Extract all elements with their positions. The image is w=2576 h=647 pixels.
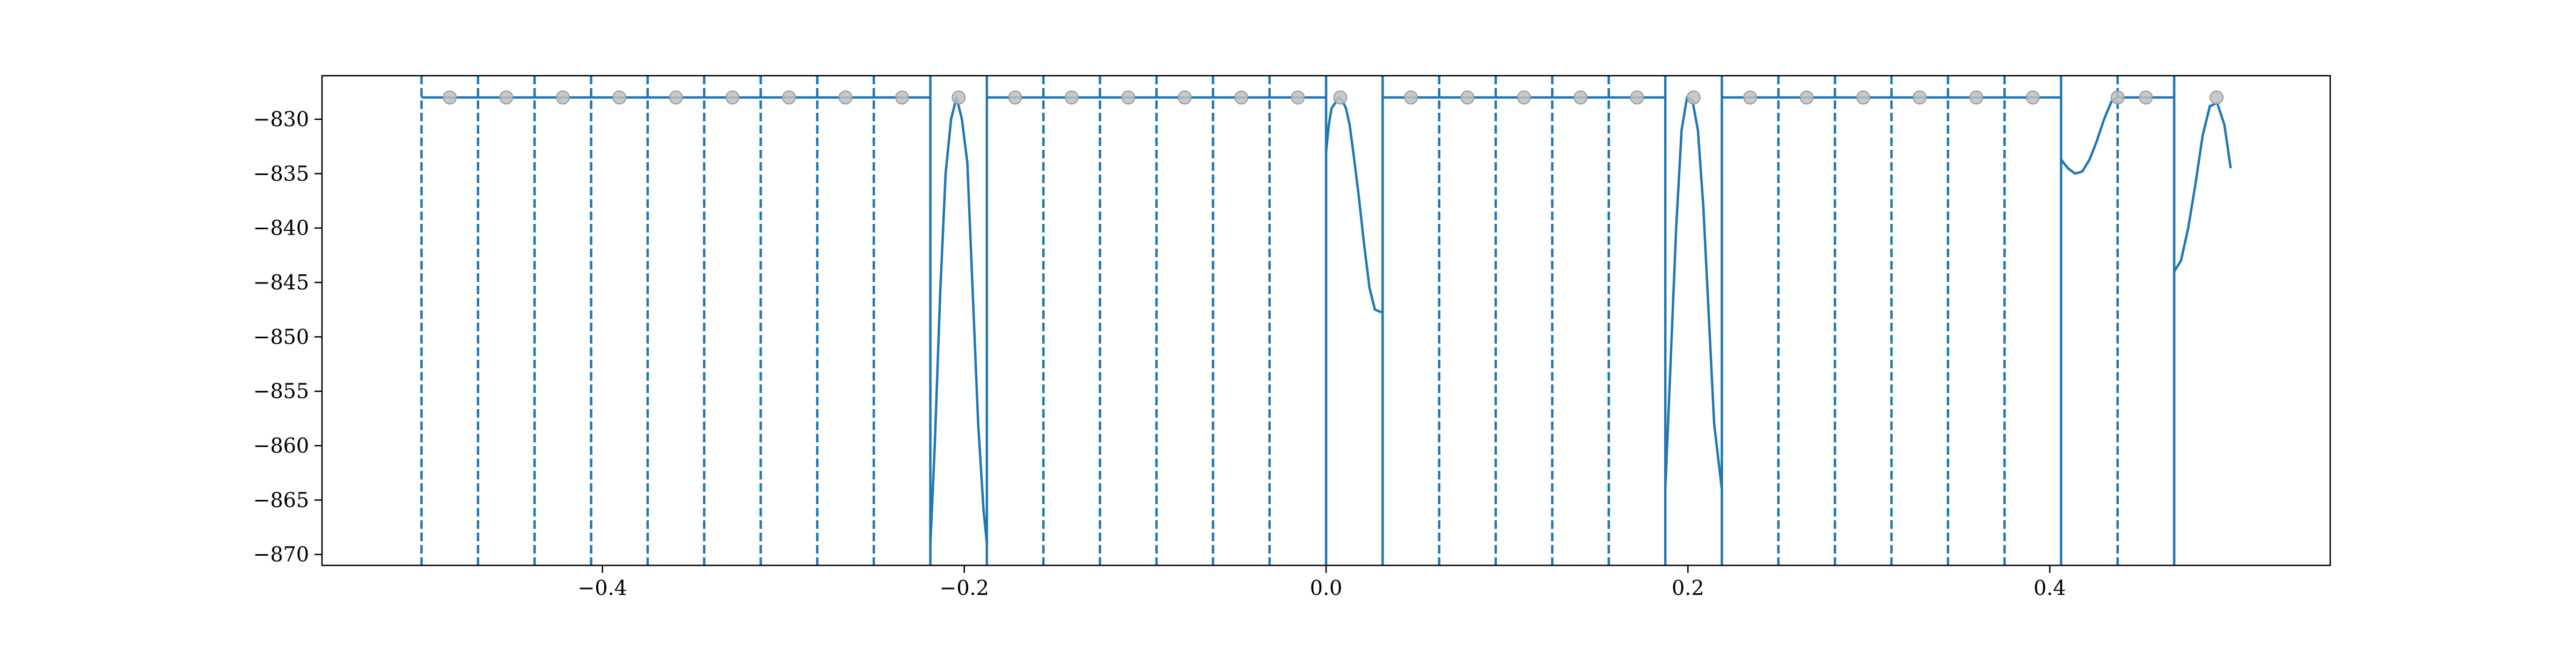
marker-point-16: [1333, 90, 1348, 105]
plot-content: [420, 76, 2232, 565]
marker-point-11: [1064, 90, 1079, 105]
marker-point-25: [1856, 90, 1870, 105]
x-tick-label-3: 0.2: [1672, 576, 1704, 600]
marker-point-1: [499, 90, 514, 105]
marker-point-8: [895, 90, 909, 105]
marker-point-18: [1460, 90, 1475, 105]
x-tick-label-2: 0.0: [1310, 576, 1342, 600]
plot-area: −0.4 −0.2 0.0 0.2 0.4 −830 −835 −840 −845 −850 −85…: [253, 75, 2331, 600]
y-tick-label-0: −830: [253, 107, 309, 131]
y-tick-label-5: −855: [253, 380, 309, 403]
marker-point-28: [2025, 90, 2040, 105]
marker-point-12: [1121, 90, 1136, 105]
marker-point-27: [1969, 90, 1984, 105]
marker-point-4: [669, 90, 683, 105]
marker-point-9: [952, 90, 966, 105]
x-tick-label-0: −0.4: [577, 576, 627, 600]
marker-point-3: [612, 90, 627, 105]
marker-point-2: [555, 90, 570, 105]
y-tick-label-1: −835: [253, 162, 309, 185]
x-tick-label-1: −0.2: [940, 576, 989, 600]
marker-point-10: [1008, 90, 1022, 105]
marker-point-5: [725, 90, 740, 105]
marker-point-7: [838, 90, 853, 105]
marker-point-31: [2209, 90, 2224, 105]
marker-point-14: [1234, 90, 1248, 105]
marker-point-24: [1799, 90, 1814, 105]
marker-point-15: [1291, 90, 1305, 105]
y-tick-label-3: −845: [253, 271, 309, 294]
series-line-3: [1324, 96, 1383, 314]
marker-point-21: [1630, 90, 1644, 105]
series-line-7: [2060, 96, 2119, 175]
marker-point-20: [1574, 90, 1588, 105]
marker-point-0: [443, 90, 457, 105]
marker-point-22: [1686, 90, 1701, 105]
marker-point-30: [2139, 90, 2153, 105]
marker-point-19: [1517, 90, 1531, 105]
y-tick-label-2: −840: [253, 216, 309, 240]
marker-point-17: [1404, 90, 1418, 105]
marker-point-23: [1743, 90, 1758, 105]
marker-point-13: [1177, 90, 1192, 105]
y-tick-label-6: −860: [253, 434, 309, 457]
y-tick-label-7: −865: [253, 488, 309, 512]
y-tick-label-4: −850: [253, 325, 309, 348]
marker-point-6: [782, 90, 796, 105]
marker-point-26: [1913, 90, 1927, 105]
series-line-1: [929, 96, 989, 544]
y-tick-label-8: −870: [253, 543, 309, 566]
marker-point-29: [2110, 90, 2125, 105]
x-tick-label-4: 0.4: [2033, 576, 2066, 600]
series-line-9: [2173, 101, 2232, 272]
